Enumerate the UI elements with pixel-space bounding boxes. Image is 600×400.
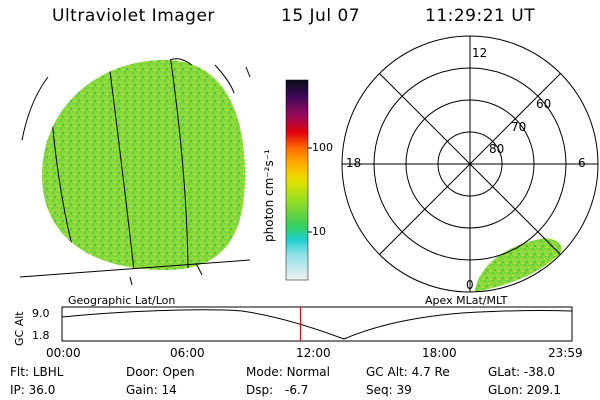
timeline-xtick-0000: 00:00 [46, 346, 81, 360]
colorbar-tick-10: 10 [312, 225, 326, 238]
status-glon: GLon: 209.1 [488, 383, 561, 397]
apex-map-label: Apex MLat/MLT [425, 294, 508, 307]
geographic-image [19, 58, 251, 286]
mlt-label-0: 0 [466, 278, 474, 292]
status-mode: Mode: Normal [246, 365, 330, 379]
status-flt: Flt: LBHL [10, 365, 64, 379]
time-label: 11:29:21 UT [425, 6, 536, 26]
status-glat: GLat: -38.0 [488, 365, 555, 379]
timeline-ytick-1: 1.8 [32, 329, 50, 342]
timeline-xtick-0600: 06:00 [170, 346, 205, 360]
instrument-title: Ultraviolet Imager [52, 6, 215, 26]
status-dsp: Dsp: -6.7 [246, 383, 309, 397]
timeline-ylabel: GC Alt [13, 311, 26, 346]
status-gc-alt: GC Alt: 4.7 Re [366, 365, 450, 379]
status-door: Door: Open [126, 365, 195, 379]
altitude-timeline [61, 306, 573, 342]
date-label: 15 Jul 07 [281, 6, 361, 26]
lat-label-80: 80 [489, 142, 505, 156]
mlt-label-12: 12 [472, 46, 488, 60]
status-seq: Seq: 39 [366, 383, 412, 397]
status-ip: IP: 36.0 [10, 383, 56, 397]
altitude-curve [61, 309, 573, 340]
timeline-ytick-9: 9.0 [32, 307, 50, 320]
status-gain: Gain: 14 [126, 383, 177, 397]
timeline-xtick-2359: 23:59 [548, 346, 583, 360]
mlt-label-18: 18 [346, 156, 362, 170]
geographic-map-label: Geographic Lat/Lon [68, 294, 176, 307]
uv-disk [42, 60, 245, 270]
colorbar-tick-100: 100 [312, 141, 333, 154]
lat-label-60: 60 [536, 97, 552, 111]
lat-label-70: 70 [511, 120, 527, 134]
polar-uv-region [475, 238, 562, 292]
timeline-xtick-1800: 18:00 [422, 346, 457, 360]
grid-line [21, 76, 49, 141]
polar-plot [341, 35, 599, 293]
colorbar-unit-label: photon cm⁻²s⁻¹ [262, 149, 276, 242]
timeline-xtick-1200: 12:00 [296, 346, 331, 360]
colorbar [285, 79, 312, 281]
mlt-label-6: 6 [578, 156, 586, 170]
